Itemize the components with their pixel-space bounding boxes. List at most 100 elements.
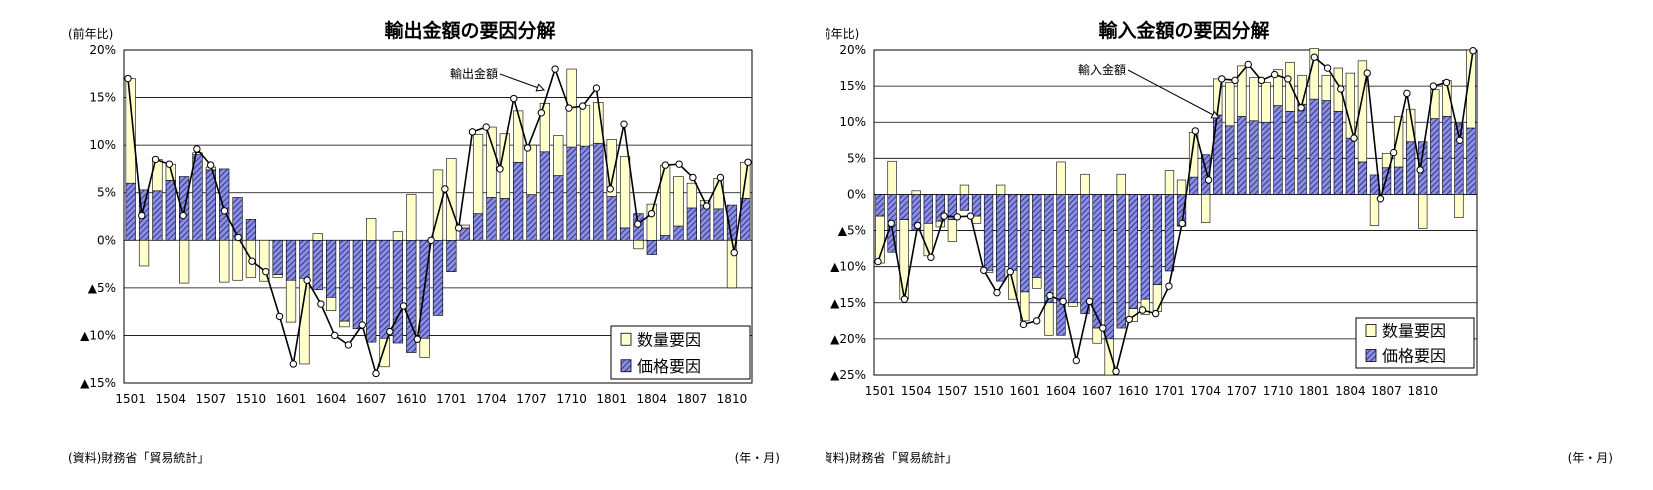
line-point [262,267,270,276]
line-point [165,160,174,168]
x-tick-label: 1601 [1009,384,1040,398]
price-factor-bar [1466,127,1476,195]
line-point [966,212,975,220]
x-tick-label: 1507 [937,384,968,398]
line-point [151,155,160,164]
price-factor-bar [366,239,377,343]
price-factor-bar [1261,121,1271,195]
quantity-factor-bar [553,135,564,176]
line-point [468,128,477,136]
price-factor-bar [486,197,497,241]
line-point [1112,367,1120,376]
price-factor-bar [513,161,524,241]
quantity-factor-bar [259,239,270,282]
x-tick-label: 1807 [677,392,708,406]
line-point [1270,70,1279,79]
x-tick-label: 1610 [396,392,427,406]
y-axis-unit-label: (前年比) [68,26,113,41]
price-factor-bar [971,194,982,217]
quantity-factor-bar [1454,194,1464,218]
y-tick-label: 20% [89,43,116,57]
line-point [1310,53,1319,61]
legend-swatch-quantity [1365,324,1377,337]
plot-area: 20% 15% 10% 5% 0% ▲5% ▲10% ▲15% 1501 1504 1507 1510… [80,43,753,406]
quantity-factor-bar [947,219,958,242]
x-axis-unit-label: (年・月) [735,451,780,465]
source-note: (資料)財務省「貿易統計」 [68,450,209,465]
price-factor-bar [1237,116,1247,195]
quantity-factor-bar [1357,60,1368,163]
price-factor-bar [1393,166,1404,195]
price-factor-bar [1044,194,1054,304]
price-factor-bar [272,239,283,275]
price-factor-bar [553,175,564,241]
quantity-factor-bar [959,184,970,195]
line-point [386,327,394,336]
line-point [344,341,353,349]
quantity-factor-bar [1116,173,1126,195]
price-factor-bar [686,207,697,241]
quantity-factor-bar [138,239,150,267]
line-point [647,209,656,218]
x-tick-label: 1504 [901,384,932,398]
line-point [1125,315,1133,324]
y-tick-label: ▲10% [80,328,116,342]
line-point [1165,282,1173,290]
quantity-factor-bar [1249,77,1259,122]
quantity-factor-bar [1418,194,1428,229]
price-factor-bar [673,225,684,241]
line-annotation-label: 輸入金額 [1078,62,1126,77]
line-point [248,257,256,265]
price-factor-bar [392,239,404,344]
quantity-factor-bar [673,176,684,227]
line-point [124,74,132,83]
price-factor-bar [1128,194,1138,309]
x-tick-label: 1801 [1299,384,1330,398]
price-factor-bar [472,213,484,241]
chart-title: 輸出金額の要因分解 [384,19,555,42]
line-point [1151,309,1160,318]
price-factor-bar [379,239,390,339]
price-factor-bar [1056,194,1066,336]
x-tick-label: 1601 [276,392,307,406]
x-tick-label: 1704 [476,392,507,406]
price-factor-bar [312,239,323,291]
line-point [702,202,711,210]
quantity-factor-bar [419,337,430,358]
line-point [1337,85,1345,93]
price-factor-bar [1249,120,1259,195]
quantity-factor-bar [486,126,497,198]
price-factor-bar [219,168,230,241]
x-tick-label: 1501 [865,384,896,398]
y-tick-label: 0% [97,233,116,247]
line-annotation-label: 輸出金額 [450,66,498,81]
line-point [1350,134,1358,142]
price-factor-bar [339,239,350,322]
price-factor-bar [1080,194,1090,314]
quantity-factor-bar [366,218,377,241]
legend-box [610,325,751,380]
line-point [234,233,242,242]
price-factor-bar [1116,194,1126,329]
line-point [551,65,559,73]
price-factor-bar [1188,176,1199,195]
price-factor-bar [566,146,577,241]
quantity-factor-bar [619,156,631,229]
price-factor-bar [299,239,310,279]
y-tick-label: 10% [839,115,866,129]
price-factor-bar [1008,194,1018,271]
export-chart-panel: 輸出金額の要因分解 (前年比) (資料)財務省「貿易統計」 (年・月) 20% 1… [0,0,826,490]
quantity-factor-bar [325,297,337,311]
price-factor-bar [352,239,363,330]
line-point [689,173,697,182]
line-point [1376,195,1385,203]
line-point [330,331,339,340]
price-factor-bar [660,235,671,241]
price-factor-bar [499,198,510,241]
price-factor-bar [1104,194,1114,340]
x-tick-label: 1707 [516,392,547,406]
price-factor-bar [899,194,909,221]
line-point [887,219,895,228]
line-point [427,236,435,244]
